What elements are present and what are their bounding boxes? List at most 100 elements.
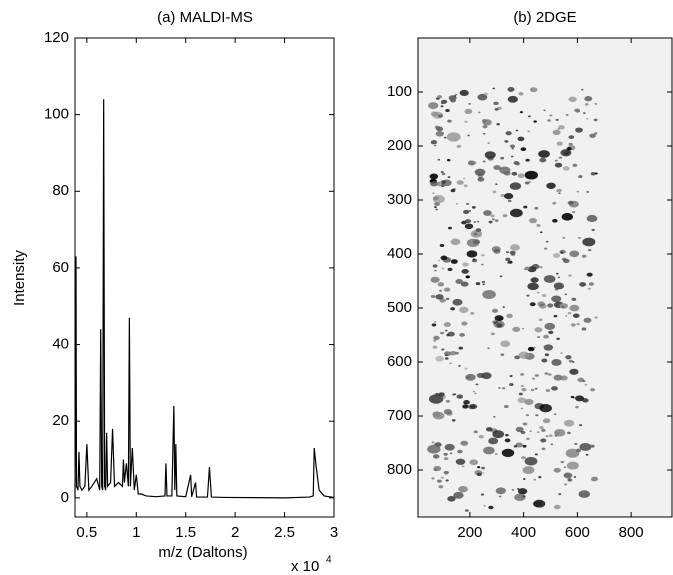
gel-spot — [540, 438, 547, 443]
gel-spot — [427, 444, 441, 454]
gel-spot — [547, 119, 551, 122]
gel-spot — [523, 205, 528, 209]
x-multiplier-exponent: 4 — [326, 555, 332, 566]
x-tick-label: 800 — [619, 524, 644, 541]
gel-spot — [437, 282, 445, 287]
gel-spot — [464, 108, 473, 114]
gel-spot — [458, 346, 464, 350]
gel-spot — [434, 144, 437, 147]
gel-spot — [569, 368, 579, 375]
gel-spot — [534, 387, 538, 390]
gel-spot — [448, 226, 452, 230]
gel-spot — [444, 354, 448, 357]
gel-spot — [572, 313, 580, 318]
x-tick-label: 200 — [457, 524, 482, 541]
gel-spot — [435, 208, 438, 211]
gel-spot — [458, 365, 461, 367]
gel-spot — [520, 385, 524, 388]
gel-spot — [537, 301, 546, 307]
gel-spot — [461, 465, 465, 468]
gel-spot — [575, 395, 585, 402]
gel-spot — [550, 443, 554, 446]
gel-spot — [437, 95, 442, 99]
gel-spot — [447, 176, 451, 179]
gel-spot — [537, 336, 541, 339]
gel-spot — [472, 390, 476, 393]
gel-spot — [570, 323, 576, 327]
y-tick-label: 700 — [387, 407, 412, 424]
gel-spot — [545, 240, 549, 243]
gel-spot — [552, 253, 561, 258]
y-tick-label: 500 — [387, 299, 412, 316]
gel-spot — [450, 259, 458, 264]
gel-spot — [524, 398, 534, 405]
gel-spot — [508, 89, 513, 92]
gel-spot — [568, 200, 579, 208]
gel-spot — [530, 277, 539, 283]
y-tick-label: 40 — [52, 336, 69, 353]
gel-spot — [498, 495, 502, 498]
gel-spot — [539, 157, 547, 163]
gel-spot — [556, 337, 560, 341]
gel-spot — [558, 156, 563, 159]
gel-spot — [511, 171, 518, 176]
gel-spot — [475, 282, 481, 286]
axes-box — [417, 37, 673, 518]
gel-spot — [518, 92, 524, 96]
y-tick-label: 300 — [387, 191, 412, 208]
gel-spot — [572, 396, 576, 399]
gel-spot — [492, 320, 498, 325]
gel-spot — [565, 114, 569, 116]
gel-spot — [488, 437, 499, 445]
gel-spot — [568, 359, 573, 363]
gel-spot — [578, 490, 590, 498]
gel-spot — [552, 201, 557, 205]
gel-spot — [578, 175, 583, 178]
x-tick-label: 0.5 — [76, 524, 97, 541]
gel-spot — [461, 321, 468, 326]
gel-spot — [481, 372, 492, 380]
gel-spot — [504, 438, 511, 443]
gel-spot — [430, 276, 440, 283]
gel-spot — [494, 453, 498, 456]
gel-spot — [539, 266, 543, 269]
gel-spot — [457, 449, 463, 454]
gel-spot — [455, 279, 463, 284]
gel-spot — [473, 430, 478, 434]
gel-spot — [552, 129, 561, 136]
gel-spot — [458, 485, 468, 493]
gel-spot — [587, 287, 591, 290]
gel-spot — [511, 147, 515, 150]
gel-spot — [575, 448, 582, 453]
gel-spot — [533, 478, 537, 481]
gel-spot — [515, 129, 519, 132]
gel-spot — [473, 221, 476, 223]
gel-spot — [447, 267, 453, 272]
gel-spot — [574, 442, 578, 445]
gel-spot — [529, 87, 538, 93]
gel-spot — [466, 202, 470, 205]
gel-spot — [446, 159, 451, 162]
gel-spot — [439, 289, 443, 292]
gel-spot — [434, 206, 437, 208]
gel-spot — [468, 103, 471, 105]
gel-spot — [588, 282, 595, 286]
gel-spot — [509, 144, 516, 148]
gel-spot — [465, 275, 470, 279]
gel-spot — [432, 345, 438, 349]
gel-spot — [490, 332, 495, 336]
gel-spot — [581, 327, 587, 331]
gel-spot — [593, 132, 598, 135]
gel-spot — [462, 262, 469, 267]
gel-spot — [462, 404, 469, 409]
gel-spot — [443, 457, 449, 461]
gel-spot — [481, 472, 485, 474]
y-tick-label: 400 — [387, 245, 412, 262]
gel-spot — [434, 125, 440, 129]
y-tick-label: 100 — [44, 106, 69, 123]
gel-spot — [477, 111, 481, 114]
gel-spot — [594, 102, 598, 105]
gel-spot — [492, 430, 505, 439]
gel-spot — [536, 224, 541, 227]
gel-spot — [579, 282, 587, 287]
